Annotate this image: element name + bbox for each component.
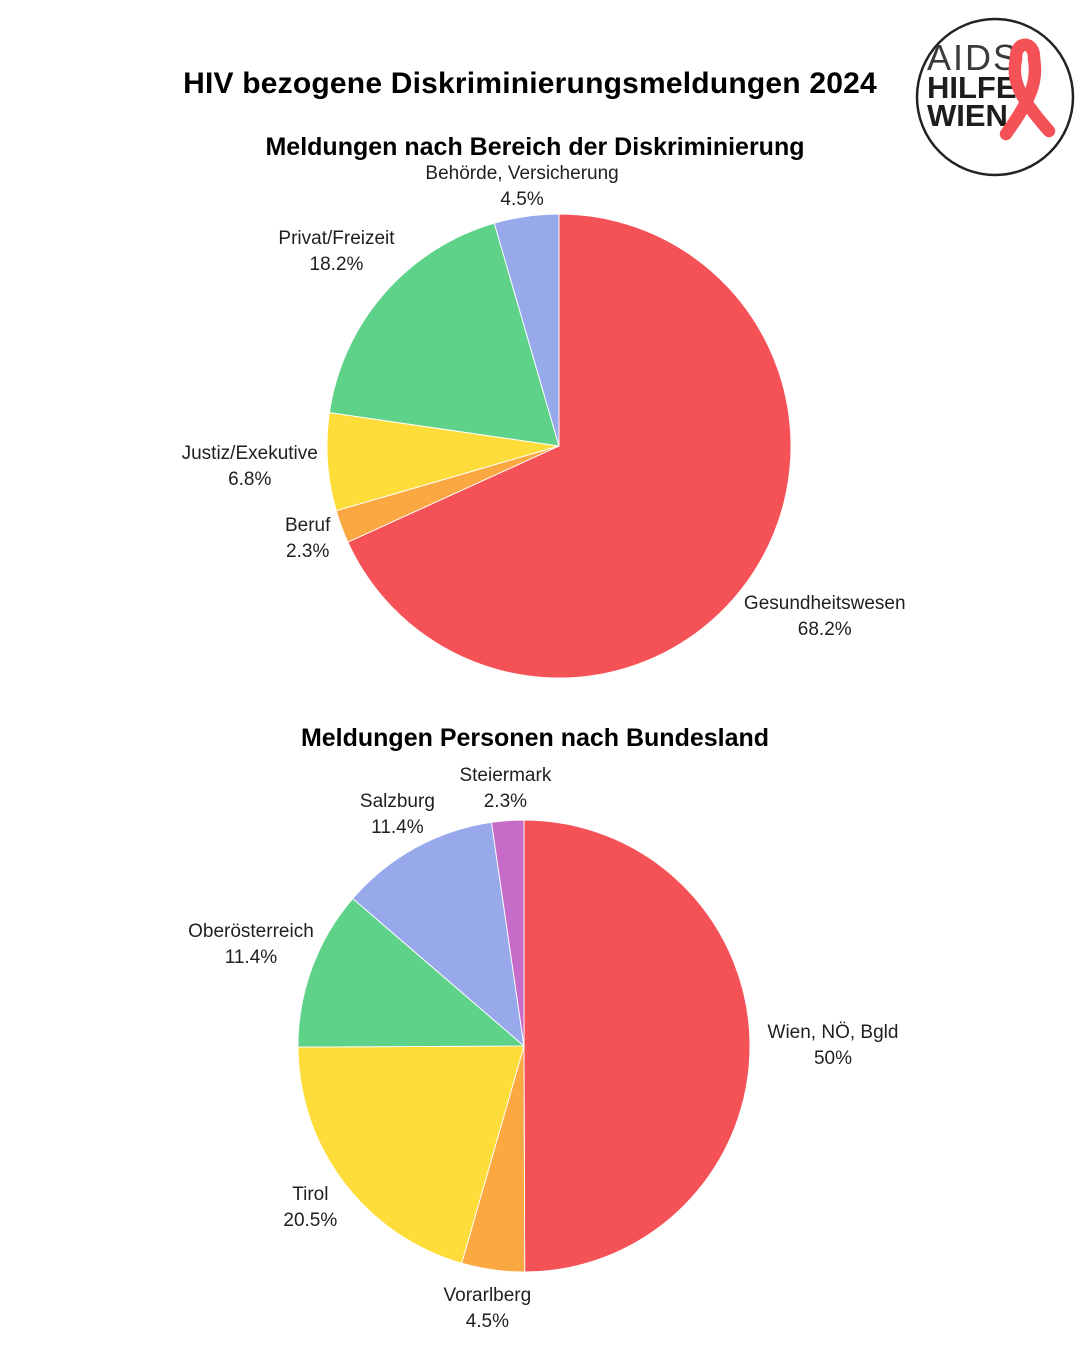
pie-1-slice-behörde-versicherung [493, 214, 560, 447]
slice-label-percent: 50% [813, 1047, 852, 1069]
slice-label-name: Behörde, Versicherung [425, 162, 619, 184]
slice-label-name: Vorarlberg [443, 1285, 532, 1307]
pie-1-label-privat-freizeit: Privat/Freizeit 18.2% [278, 226, 394, 278]
pie-2-label-vorarlberg: Vorarlberg 4.5% [444, 1283, 532, 1335]
slice-label-percent: 4.5% [465, 1311, 510, 1333]
pie-2-label-oberösterreich: Oberösterreich 11.4% [188, 919, 314, 971]
pie-chart-2 [298, 820, 750, 1272]
slice-label-percent: 18.2% [309, 254, 364, 276]
slice-label-name: Steiermark [459, 764, 552, 786]
slice-label-percent: 4.5% [500, 188, 544, 210]
pie-1-label-behörde-versicherung: Behörde, Versicherung 4.5% [425, 161, 618, 213]
slice-label-percent: 2.3% [483, 790, 528, 812]
aids-ribbon-icon [999, 38, 1056, 141]
pie-1-slice-privat-freizeit [328, 222, 560, 447]
pie-chart-1 [327, 214, 791, 678]
page-title: HIV bezogene Diskriminierungsmeldungen 2… [183, 67, 877, 101]
pie-2-label-tirol: Tirol 20.5% [283, 1182, 337, 1234]
pie-2-label-steiermark: Steiermark 2.3% [459, 763, 551, 815]
chart-title-bereich: Meldungen nach Bereich der Diskriminieru… [265, 132, 805, 161]
slice-label-name: Oberösterreich [188, 921, 314, 943]
chart-title-bundesland: Meldungen Personen nach Bundesland [300, 723, 770, 752]
pie-2-slice-steiermark [490, 820, 525, 1047]
slice-label-name: Beruf [284, 515, 331, 537]
logo-text-hilfe: HILFE [927, 70, 1017, 105]
slice-label-name: Salzburg [359, 791, 435, 813]
ribbon-right-band [999, 52, 1042, 141]
slice-label-name: Tirol [292, 1183, 329, 1205]
pie-2-label-wien-nö-bgld: Wien, NÖ, Bgld 50% [768, 1020, 899, 1072]
pie-1-slice-gesundheitswesen [347, 214, 791, 678]
slice-label-percent: 2.3% [286, 541, 330, 563]
logo-text-wien: WIEN [927, 98, 1008, 133]
pie-2-slice-wien-nö-bgld [523, 820, 750, 1272]
aidshilfe-wien-logo: AIDS HILFE WIEN [915, 17, 1075, 177]
logo-text-aids: AIDS [927, 37, 1019, 78]
pie-2-slice-tirol [298, 1045, 525, 1264]
ribbon-left-band [1008, 52, 1056, 138]
slice-label-percent: 68.2% [797, 618, 852, 640]
slice-label-percent: 6.8% [228, 469, 272, 491]
slice-label-percent: 20.5% [283, 1209, 338, 1231]
slice-label-percent: 11.4% [371, 817, 424, 839]
slice-label-percent: 11.4% [224, 947, 278, 969]
pie-2-label-salzburg: Salzburg 11.4% [360, 789, 435, 841]
pie-1-label-gesundheitswesen: Gesundheitswesen 68.2% [744, 591, 906, 643]
pie-1-label-justiz-exekutive: Justiz/Exekutive 6.8% [182, 441, 318, 493]
pie-2-slice-salzburg [352, 821, 525, 1048]
slice-label-name: Privat/Freizeit [278, 228, 395, 250]
slice-label-name: Wien, NÖ, Bgld [767, 1021, 899, 1043]
slice-label-name: Gesundheitswesen [743, 592, 906, 614]
slice-label-name: Justiz/Exekutive [181, 443, 318, 465]
pie-1-label-beruf: Beruf 2.3% [285, 513, 330, 565]
pie-2-slice-oberösterreich [298, 897, 526, 1048]
logo-circle [915, 17, 1075, 177]
